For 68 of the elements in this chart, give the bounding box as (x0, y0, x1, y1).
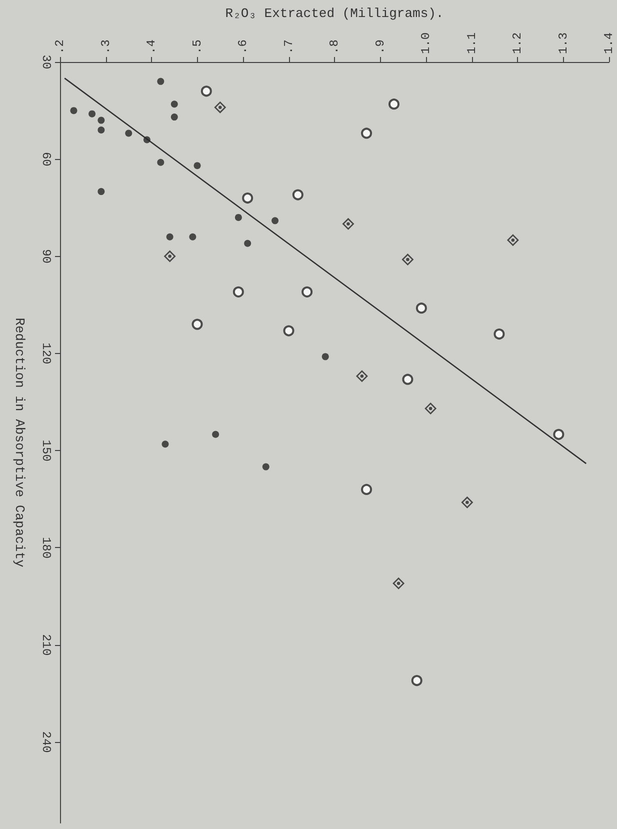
point (194, 162, 201, 170)
point (272, 217, 279, 224)
point (356, 370, 368, 382)
point (98, 126, 105, 134)
point (157, 158, 164, 166)
x-tick-label: 1.2 (510, 32, 524, 54)
x-tick-label: .7 (282, 40, 296, 54)
x-tick-label: 1.1 (464, 32, 479, 54)
point (494, 328, 505, 340)
point (157, 78, 164, 85)
x-axis-title: R₂O₃ Extracted (Milligrams). (225, 6, 444, 21)
point (143, 136, 150, 144)
x-tick-label: .6 (236, 40, 250, 54)
point (234, 214, 242, 221)
point (162, 440, 169, 448)
x-tick-label: .3 (98, 40, 113, 54)
point (283, 325, 294, 336)
point (98, 188, 105, 196)
point (416, 302, 427, 314)
point (402, 254, 414, 266)
point (361, 128, 372, 139)
x-tick-label: .4 (144, 40, 158, 54)
point (88, 110, 96, 118)
point (342, 218, 354, 230)
point (411, 675, 422, 686)
point (189, 233, 196, 240)
y-tick-label: 150 (39, 440, 53, 462)
y-tick-label: 60 (39, 152, 53, 166)
point (70, 107, 78, 114)
point (302, 286, 313, 298)
y-axis-title: Reduction in Absorptive Capacity (12, 318, 27, 568)
point (322, 353, 329, 360)
point (125, 130, 132, 137)
point (164, 250, 176, 262)
point (361, 484, 372, 495)
point (506, 234, 519, 246)
point (98, 116, 105, 124)
point (232, 286, 244, 298)
x-tick-label: 1.4 (602, 32, 616, 54)
y-tick-label: 30 (39, 54, 53, 70)
point (166, 233, 174, 240)
point (170, 114, 178, 121)
y-tick-label: 180 (39, 536, 53, 559)
point (212, 430, 220, 438)
y-tick-label: 120 (39, 342, 53, 364)
point (214, 101, 226, 114)
point (392, 577, 405, 590)
point (553, 428, 564, 440)
y-tick-label: 210 (39, 634, 53, 656)
point (200, 86, 212, 97)
x-tick-label: .5 (190, 40, 204, 54)
point (192, 318, 203, 330)
y-tick-label: 90 (39, 249, 53, 264)
x-tick-label: .9 (373, 40, 388, 54)
point (244, 240, 252, 247)
point (424, 402, 437, 414)
point (262, 463, 270, 470)
point (388, 98, 400, 110)
x-tick-label: 1.3 (556, 32, 570, 54)
point (242, 192, 254, 204)
point (292, 189, 304, 200)
x-tick-label: 1.0 (419, 32, 433, 54)
point (170, 100, 178, 108)
point (461, 496, 474, 508)
x-tick-label: .8 (328, 40, 342, 54)
x-tick-label: .2 (53, 40, 67, 54)
y-tick-label: 240 (39, 731, 53, 753)
point (402, 374, 414, 385)
